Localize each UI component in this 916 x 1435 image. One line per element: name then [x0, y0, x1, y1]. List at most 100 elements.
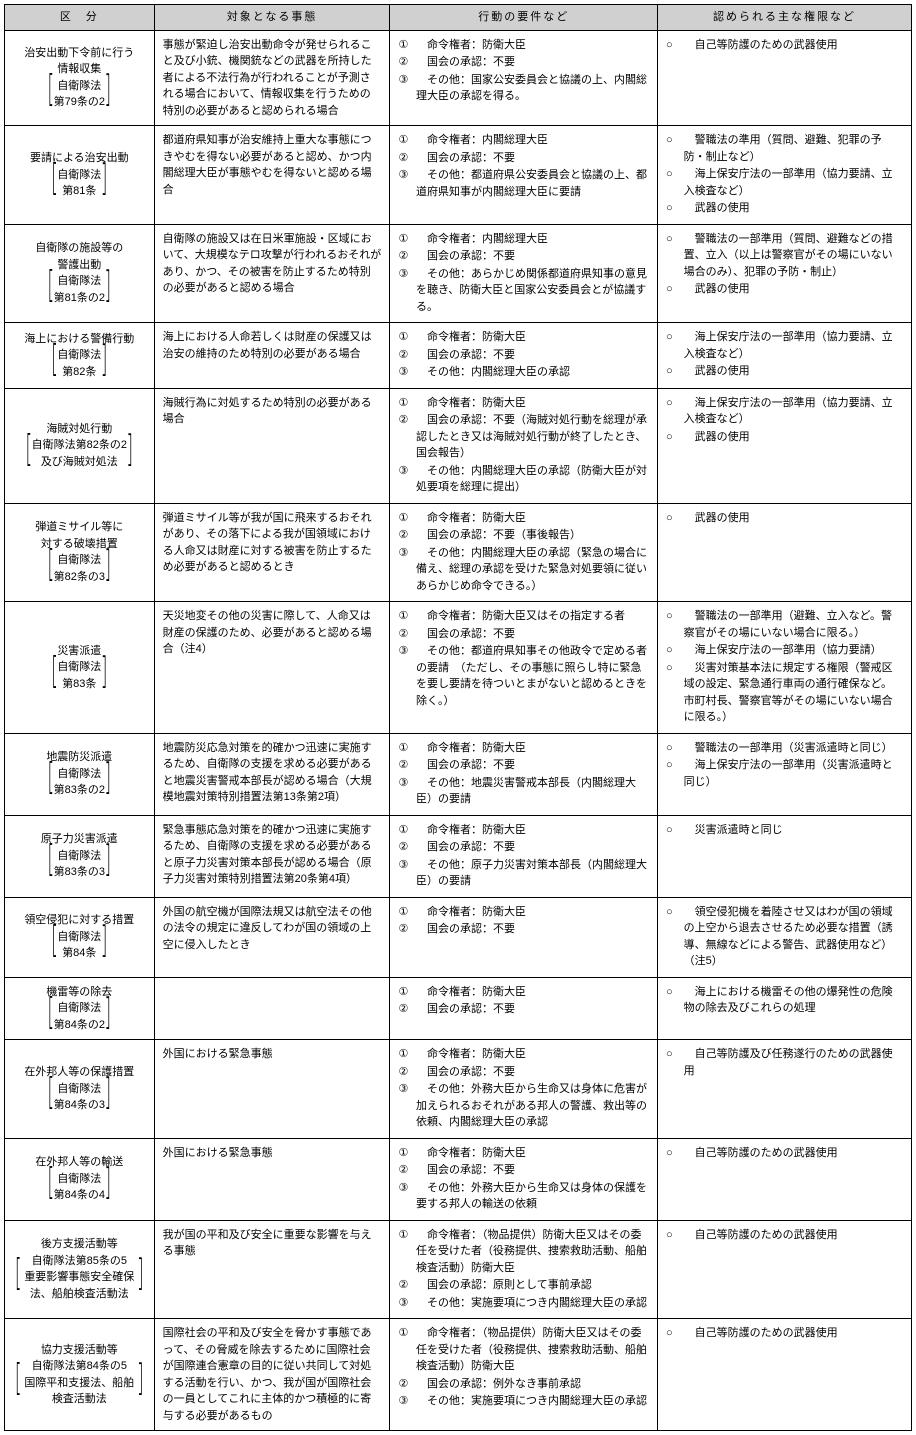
requirement-item: ③ その他：外務大臣から生命又は身体に危害が加えられるおそれがある邦人の警護、救…	[398, 1081, 649, 1131]
requirement-text: 国会の承認：不要（事後報告）	[416, 529, 581, 541]
category-title: 地震防災派遣	[13, 749, 146, 766]
requirement-item: ③ その他：原子力災害対策本部長（内閣総理大臣）の要請	[398, 857, 649, 890]
bullet-circle-icon: ○	[666, 740, 673, 757]
requirement-item: ② 国会の承認：不要	[398, 1001, 649, 1018]
authority-item: ○ 海上保安庁法の一部準用（協力要請、立入検査など）	[666, 395, 903, 428]
circled-number-icon: ①	[398, 231, 408, 248]
requirement-item: ② 国会の承認：不要	[398, 347, 649, 364]
authority-item: ○ 武器の使用	[666, 429, 903, 446]
bullet-circle-icon: ○	[666, 429, 673, 446]
requirements-cell: ① 命令権者：防衛大臣又はその指定する者② 国会の承認：不要③ その他：都道府県…	[390, 602, 658, 734]
requirement-item: ② 国会の承認：不要	[398, 757, 649, 774]
authority-text: 海上保安庁法の一部準用（協力要請、立入検査など）	[684, 168, 893, 197]
circled-number-icon: ③	[398, 643, 408, 660]
category-title: 機雷等の除去	[13, 984, 146, 1001]
requirement-item: ② 国会の承認：不要	[398, 54, 649, 71]
authority-text: 災害派遣時と同じ	[684, 824, 783, 836]
circled-number-icon: ②	[398, 921, 408, 938]
requirements-cell: ① 命令権者：防衛大臣② 国会の承認：不要	[390, 977, 658, 1040]
requirement-item: ② 国会の承認：不要	[398, 626, 649, 643]
requirement-text: 命令権者：防衛大臣	[416, 1147, 526, 1159]
circled-number-icon: ①	[398, 510, 408, 527]
requirements-cell: ① 命令権者：防衛大臣② 国会の承認：不要（事後報告）③ その他：内閣総理大臣の…	[390, 503, 658, 602]
requirement-text: 命令権者：防衛大臣	[416, 1048, 526, 1060]
requirement-text: その他：内閣総理大臣の承認	[416, 366, 570, 378]
authority-item: ○ 自己等防護のための武器使用	[666, 1227, 903, 1244]
table-row: 領空侵犯に対する措置自衛隊法 第84条［］外国の航空機が国際法規又は航空法その他…	[5, 897, 912, 977]
category-law: 自衛隊法 第84条の2［］	[13, 1000, 146, 1033]
category-title: 災害派遣	[13, 643, 146, 660]
header-category: 区 分	[5, 5, 155, 31]
requirements-cell: ① 命令権者：防衛大臣② 国会の承認：不要③ その他：国家公安委員会と協議の上、…	[390, 30, 658, 126]
requirement-item: ① 命令権者：防衛大臣	[398, 510, 649, 527]
authority-text: 海上における機雷その他の爆発性の危険物の除去及びこれらの処理	[684, 986, 893, 1015]
requirement-text: 国会の承認：不要	[416, 759, 515, 771]
circled-number-icon: ①	[398, 1325, 408, 1342]
requirement-item: ① 命令権者：内閣総理大臣	[398, 132, 649, 149]
circled-number-icon: ②	[398, 626, 408, 643]
category-law: 自衛隊法 第83条［］	[13, 659, 146, 692]
requirements-cell: ① 命令権者：防衛大臣② 国会の承認：不要③ その他：原子力災害対策本部長（内閣…	[390, 815, 658, 897]
circled-number-icon: ①	[398, 37, 408, 54]
situation-cell: 天災地変その他の災害に際して、人命又は財産の保護のため、必要があると認める場合（…	[154, 602, 390, 734]
category-law: 自衛隊法 第81条［］	[13, 167, 146, 200]
requirement-text: その他：都道府県知事その他政令で定める者の要請 （ただし、その事態に照らし特に緊…	[416, 645, 647, 707]
requirement-item: ① 命令権者：防衛大臣	[398, 822, 649, 839]
category-cell: 地震防災派遣自衛隊法 第83条の2［］	[5, 733, 155, 815]
category-law: 自衛隊法 第83条の2［］	[13, 766, 146, 799]
authority-item: ○ 災害派遣時と同じ	[666, 822, 903, 839]
circled-number-icon: ③	[398, 1393, 408, 1410]
situation-cell: 地震防災応急対策を的確かつ迅速に実施するため、自衛隊の支援を求める必要があると地…	[154, 733, 390, 815]
circled-number-icon: ②	[398, 839, 408, 856]
authority-text: 海上保安庁法の一部準用（災害派遣時と同じ）	[684, 759, 893, 788]
category-title: 自衛隊の施設等の 警護出動	[13, 240, 146, 273]
header-situation: 対象となる事態	[154, 5, 390, 31]
category-title: 協力支援活動等	[13, 1342, 146, 1359]
authorities-cell: ○ 警職法の一部準用（避難、立入など。警察官がその場にいない場合に限る。）○ 海…	[658, 602, 912, 734]
authority-item: ○ 領空侵犯機を着陸させ又はわが国の領域の上空から退去させるため必要な措置（誘導…	[666, 904, 903, 970]
bullet-circle-icon: ○	[666, 1325, 673, 1342]
requirement-item: ② 国会の承認：不要（事後報告）	[398, 527, 649, 544]
authority-text: 警職法の準用（質問、避難、犯罪の予防・制止など）	[684, 134, 882, 163]
bullet-circle-icon: ○	[666, 822, 673, 839]
requirement-text: 国会の承認：不要	[416, 56, 515, 68]
authority-item: ○ 警職法の準用（質問、避難、犯罪の予防・制止など）	[666, 132, 903, 165]
table-row: 機雷等の除去自衛隊法 第84条の2［］ ① 命令権者：防衛大臣② 国会の承認：不要…	[5, 977, 912, 1040]
requirement-text: 命令権者：防衛大臣	[416, 512, 526, 524]
requirement-item: ③ その他：実施要項につき内閣総理大臣の承認	[398, 1295, 649, 1312]
circled-number-icon: ③	[398, 1081, 408, 1098]
category-cell: 後方支援活動等自衛隊法第85条の5 重要影響事態安全確保法、船舶検査活動法［］	[5, 1220, 155, 1319]
category-cell: 領空侵犯に対する措置自衛隊法 第84条［］	[5, 897, 155, 977]
bullet-circle-icon: ○	[666, 329, 673, 346]
category-law: 自衛隊法 第82条の3［］	[13, 552, 146, 585]
circled-number-icon: ①	[398, 1227, 408, 1244]
category-title: 治安出動下令前に行う 情報収集	[13, 45, 146, 78]
category-title: 弾道ミサイル等に 対する破壊措置	[13, 519, 146, 552]
bullet-circle-icon: ○	[666, 660, 673, 677]
requirement-text: 命令権者：防衛大臣	[416, 331, 526, 343]
authorities-cell: ○ 自己等防護のための武器使用	[658, 1138, 912, 1220]
circled-number-icon: ①	[398, 1046, 408, 1063]
circled-number-icon: ②	[398, 150, 408, 167]
circled-number-icon: ③	[398, 364, 408, 381]
authority-text: 武器の使用	[684, 431, 750, 443]
requirement-text: その他：国家公安委員会と協議の上、内閣総理大臣の承認を得る。	[416, 74, 647, 103]
category-cell: 治安出動下令前に行う 情報収集自衛隊法 第79条の2［］	[5, 30, 155, 126]
requirement-text: 命令権者：内閣総理大臣	[416, 134, 548, 146]
requirement-text: 国会の承認：原則として事前承認	[416, 1279, 592, 1291]
situation-cell	[154, 977, 390, 1040]
requirement-text: 命令権者：防衛大臣	[416, 824, 526, 836]
table-row: 弾道ミサイル等に 対する破壊措置自衛隊法 第82条の3［］弾道ミサイル等が我が国…	[5, 503, 912, 602]
requirement-item: ② 国会の承認：原則として事前承認	[398, 1277, 649, 1294]
authority-text: 災害対策基本法に規定する権限（警戒区域の設定、緊急通行車両の通行確保など。市町村…	[684, 662, 893, 724]
bullet-circle-icon: ○	[666, 1227, 673, 1244]
bullet-circle-icon: ○	[666, 395, 673, 412]
requirement-text: その他：外務大臣から生命又は身体の保護を要する邦人の輸送の依頼	[416, 1182, 647, 1211]
requirement-text: 国会の承認：不要	[416, 1003, 515, 1015]
category-law: 自衛隊法 第84条［］	[13, 929, 146, 962]
bullet-circle-icon: ○	[666, 904, 673, 921]
authorities-cell: ○ 領空侵犯機を着陸させ又はわが国の領域の上空から退去させるため必要な措置（誘導…	[658, 897, 912, 977]
requirement-text: 国会の承認：不要	[416, 923, 515, 935]
authorities-cell: ○ 警職法の一部準用（質問、避難などの措置、立入（以上は警察官がその場にいない場…	[658, 224, 912, 323]
circled-number-icon: ①	[398, 904, 408, 921]
